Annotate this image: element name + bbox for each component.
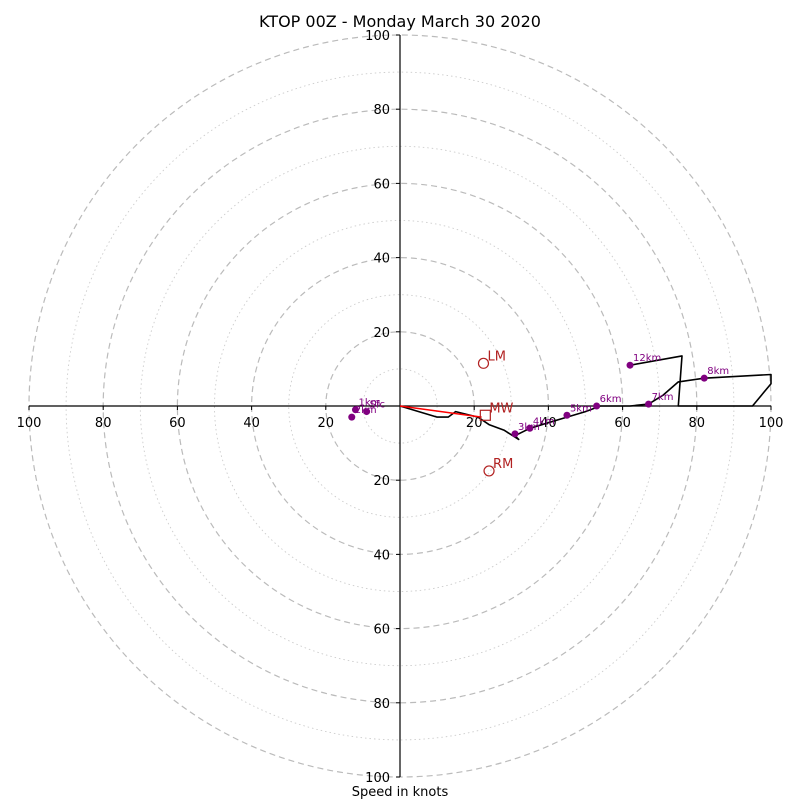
tick-labels: 100 80 60 40 20 20 40 60 80 100100806040202040608… [17,29,784,786]
height-marker-dot [593,402,601,410]
height-markers: Sfc1km2km3km4km5km6km7km8km12km [348,353,729,438]
y-tick-label: 60 [373,623,390,638]
y-tick-label: 100 [365,29,390,44]
y-tick-label: 80 [373,697,390,712]
height-marker-dot [348,413,356,421]
x-tick-label: 40 [243,416,260,431]
height-marker-label: 8km [707,366,729,377]
x-tick-label: 20 [466,416,483,431]
height-marker-dot [526,424,534,432]
height-marker-label: 5km [570,403,592,414]
x-tick-label: 100 [17,416,42,431]
height-marker-dot [700,374,708,382]
height-marker-dot [351,406,359,414]
x-tick-label: 20 [318,416,335,431]
height-marker-dot [626,361,634,369]
y-tick-label: 20 [373,474,390,489]
height-marker-dot [563,411,571,419]
storm-motion-label: RM [493,457,513,472]
height-marker-dot [511,430,519,438]
storm-motion-label: LM [487,349,505,364]
storm-vector-line [399,405,482,418]
storm-motion-vector [399,405,482,418]
height-marker-label: 4km [533,416,555,427]
height-marker-label: 2km [355,405,377,416]
x-tick-label: 80 [95,416,112,431]
height-marker-label: Sfc [370,400,385,411]
height-marker-label: 12km [633,353,661,364]
y-tick-label: 100 [365,771,390,786]
storm-motion-marker [479,409,491,421]
height-marker-label: 1km [358,398,380,409]
x-axis-label: Speed in knots [352,785,449,800]
height-marker-label: 6km [600,394,622,405]
y-tick-label: 40 [373,252,390,267]
x-tick-label: 60 [614,416,631,431]
x-tick-label: 60 [169,416,186,431]
storm-motion-marker [477,357,490,369]
height-marker-dot [645,400,653,408]
x-tick-label: 100 [759,416,784,431]
chart-title: KTOP 00Z - Monday March 30 2020 [259,12,541,31]
x-tick-label: 80 [689,416,706,431]
storm-motion-marker [483,465,495,477]
height-marker-dot [363,408,371,416]
y-tick-label: 40 [373,548,390,563]
storm-motions: LM MW RM [477,349,514,477]
y-tick-label: 80 [373,103,390,118]
height-marker-label: 7km [652,392,674,403]
y-tick-label: 60 [373,177,390,192]
y-tick-label: 20 [373,326,390,341]
storm-motion-label: MW [489,401,513,416]
